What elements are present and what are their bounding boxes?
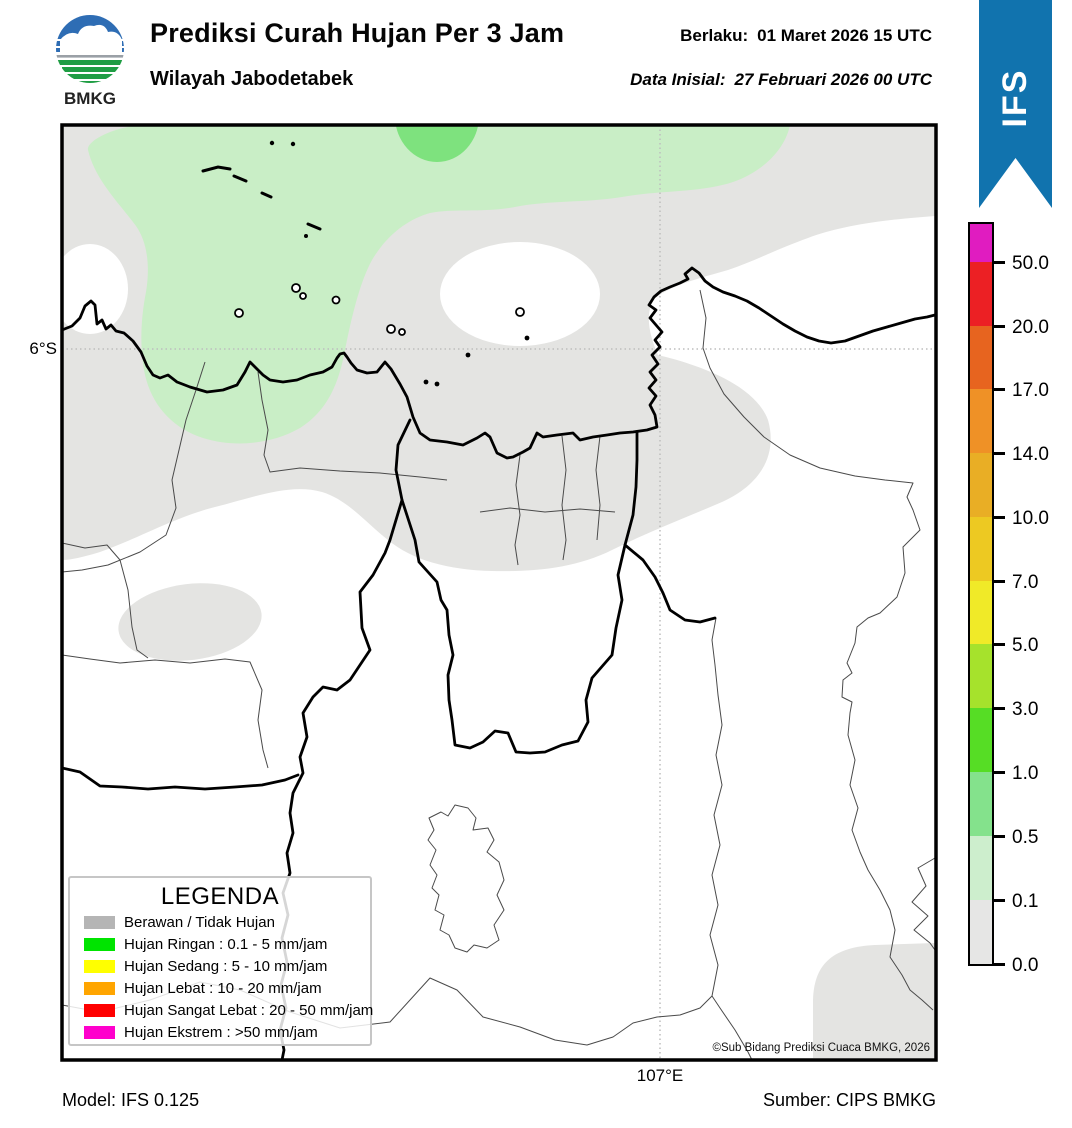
clear-area-bay xyxy=(440,242,600,346)
valid-time-label: Berlaku: xyxy=(680,26,749,45)
legend-title: LEGENDA xyxy=(160,883,280,910)
colorbar-segment-7-10 xyxy=(970,517,992,581)
colorbar-tick-label: 0.1 xyxy=(1012,890,1039,912)
map-copyright: ©Sub Bidang Prediksi Cuaca BMKG, 2026 xyxy=(712,1042,930,1054)
legend-item: Hujan Lebat : 10 - 20 mm/jam xyxy=(84,977,370,999)
colorbar-tick-label: 7.0 xyxy=(1012,571,1039,593)
colorbar-tick xyxy=(993,899,1005,902)
rain-shade-blob xyxy=(395,125,479,162)
colorbar-tick xyxy=(993,516,1005,519)
legend-swatch xyxy=(84,1003,115,1017)
colorbar-segment-5-7 xyxy=(970,581,992,644)
legend-label: Berawan / Tidak Hujan xyxy=(124,913,275,931)
valid-time-line: Berlaku: 01 Maret 2026 15 UTC xyxy=(680,26,932,46)
island-rings xyxy=(234,283,525,336)
colorbar-segment-17-20 xyxy=(970,326,992,389)
rainfall-colorbar xyxy=(968,222,994,966)
bmkg-logo: BMKG xyxy=(56,15,124,108)
legend-swatch xyxy=(84,981,115,995)
map-frame xyxy=(60,123,938,1062)
colorbar-tick-label: 0.5 xyxy=(1012,826,1039,848)
legend-item: Hujan Sangat Lebat : 20 - 50 mm/jam xyxy=(84,999,374,1021)
ribbon-shape xyxy=(979,0,1052,208)
valid-time-value: 01 Maret 2026 15 UTC xyxy=(757,26,932,45)
light-rain-shade xyxy=(87,125,791,444)
init-time-line: Data Inisial: 27 Februari 2026 00 UTC xyxy=(630,70,932,90)
legend-label: Hujan Ekstrem : >50 mm/jam xyxy=(124,1023,318,1041)
legend-swatch xyxy=(84,915,115,929)
colorbar-tick-label: 20.0 xyxy=(1012,316,1049,338)
page-title: Prediksi Curah Hujan Per 3 Jam xyxy=(150,18,565,48)
colorbar-segment-14-17 xyxy=(970,389,992,453)
colorbar-tick xyxy=(993,325,1005,328)
legend-swatch xyxy=(84,937,115,951)
clear-area-west xyxy=(62,244,128,334)
colorbar-tick-label: 1.0 xyxy=(1012,762,1039,784)
init-time-value: 27 Februari 2026 00 UTC xyxy=(734,70,932,89)
longitude-label: 107°E xyxy=(636,1066,684,1085)
init-time-label: Data Inisial: xyxy=(630,70,726,89)
colorbar-tick-label: 50.0 xyxy=(1012,252,1049,274)
islands xyxy=(201,165,322,231)
legend-item: Hujan Ekstrem : >50 mm/jam xyxy=(84,1021,370,1043)
legend-label: Hujan Lebat : 10 - 20 mm/jam xyxy=(124,979,322,997)
colorbar-tick xyxy=(993,452,1005,455)
colorbar-tick-label: 0.0 xyxy=(1012,954,1039,976)
colorbar-tick xyxy=(993,388,1005,391)
ribbon-label: IFS xyxy=(996,69,1034,128)
legend-label: Hujan Ringan : 0.1 - 5 mm/jam xyxy=(124,935,328,953)
colorbar-tick xyxy=(993,835,1005,838)
colorbar-segment-0-0.1 xyxy=(970,900,992,964)
colorbar-segment-10-14 xyxy=(970,453,992,517)
colorbar-segment-20-50 xyxy=(970,262,992,326)
colorbar-tick xyxy=(993,771,1005,774)
legend-box: LEGENDA Berawan / Tidak Hujan Hujan Ringa… xyxy=(68,876,374,1046)
legend-item: Hujan Ringan : 0.1 - 5 mm/jam xyxy=(84,933,370,955)
coastline xyxy=(62,266,936,460)
model-label: Model: IFS 0.125 xyxy=(62,1090,200,1110)
legend-label: Hujan Sangat Lebat : 20 - 50 mm/jam xyxy=(124,1001,374,1019)
colorbar-segment->50 xyxy=(970,224,992,262)
colorbar-segment-0.5-1 xyxy=(970,772,992,836)
source-label: Sumber: CIPS BMKG xyxy=(762,1090,936,1110)
colorbar-tick-label: 10.0 xyxy=(1012,507,1049,529)
colorbar-segment-3-5 xyxy=(970,644,992,708)
colorbar-tick xyxy=(993,707,1005,710)
colorbar-tick-label: 14.0 xyxy=(1012,443,1049,465)
colorbar-tick xyxy=(993,261,1005,264)
colorbar-tick-label: 5.0 xyxy=(1012,634,1039,656)
page-subtitle: Wilayah Jabodetabek xyxy=(150,68,354,90)
legend-item: Berawan / Tidak Hujan xyxy=(84,911,370,933)
cloud-shade-southwest xyxy=(118,583,262,661)
island-dots xyxy=(269,140,530,387)
legend-rows: Berawan / Tidak Hujan Hujan Ringan : 0.1 … xyxy=(70,911,374,1043)
latitude-label: 6°S xyxy=(29,339,57,358)
colorbar-tick-label: 17.0 xyxy=(1012,379,1049,401)
colorbar-tick xyxy=(993,580,1005,583)
model-ribbon: IFS xyxy=(979,0,1052,208)
legend-swatch xyxy=(84,959,115,973)
colorbar-segment-1-3 xyxy=(970,708,992,772)
colorbar-tick xyxy=(993,643,1005,646)
legend-swatch xyxy=(84,1025,115,1039)
bmkg-logo-text: BMKG xyxy=(64,89,116,108)
cloud-shade-southeast xyxy=(813,943,935,1058)
colorbar-tick-label: 3.0 xyxy=(1012,698,1039,720)
colorbar-segment-0.1-0.5 xyxy=(970,836,992,900)
colorbar-tick xyxy=(993,963,1005,966)
legend-item: Hujan Sedang : 5 - 10 mm/jam xyxy=(84,955,370,977)
legend-label: Hujan Sedang : 5 - 10 mm/jam xyxy=(124,957,328,975)
